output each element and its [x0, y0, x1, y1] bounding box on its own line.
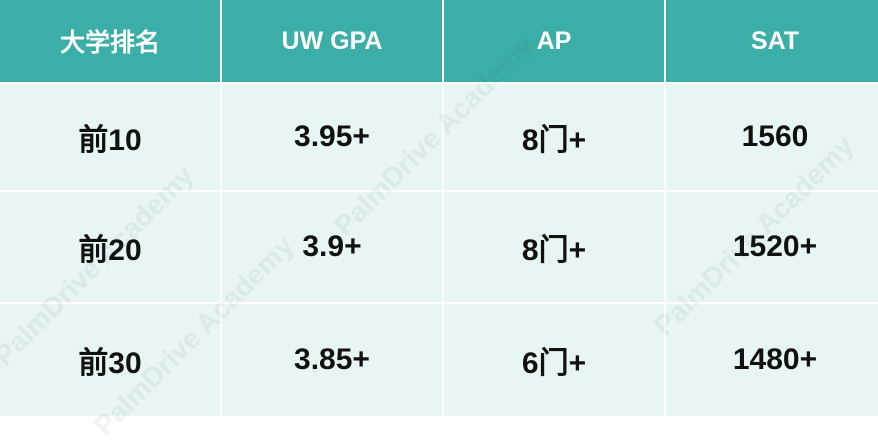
- table-cell: 前10: [0, 84, 220, 190]
- header-cell: AP: [444, 0, 664, 82]
- header-cell: 大学排名: [0, 0, 220, 82]
- table-cell: 8门+: [444, 84, 664, 190]
- header-cell: UW GPA: [222, 0, 442, 82]
- table-cell: 3.85+: [222, 304, 442, 416]
- table: 大学排名 UW GPA AP SAT 前10 3.95+ 8门+ 1560 前20 3.9+ 8门+…: [0, 0, 878, 416]
- table-cell: 前30: [0, 304, 220, 416]
- table-cell: 1480+: [666, 304, 878, 416]
- header-cell: SAT: [666, 0, 878, 82]
- table-cell: 8门+: [444, 192, 664, 302]
- table-cell: 3.9+: [222, 192, 442, 302]
- table-cell: 前20: [0, 192, 220, 302]
- table-cell: 1520+: [666, 192, 878, 302]
- table-cell: 3.95+: [222, 84, 442, 190]
- table-cell: 6门+: [444, 304, 664, 416]
- table-cell: 1560: [666, 84, 878, 190]
